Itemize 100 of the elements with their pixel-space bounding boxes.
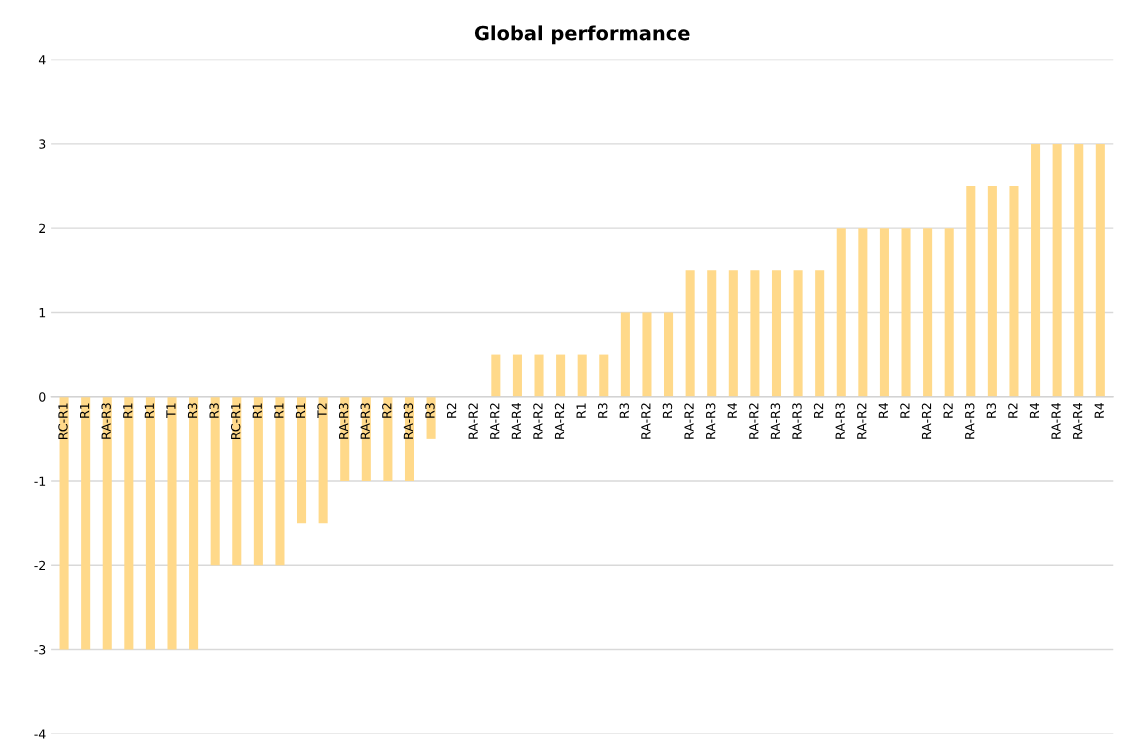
x-tick-label: R1 bbox=[576, 403, 586, 418]
bar bbox=[253, 396, 263, 566]
x-tick-label: R4 bbox=[1094, 402, 1104, 418]
x-tick-label: RA-R2 bbox=[749, 403, 759, 439]
bar bbox=[491, 354, 501, 397]
x-tick-label: R2 bbox=[1008, 403, 1018, 418]
x-tick-label: R4 bbox=[727, 402, 737, 418]
x-tick-label: R3 bbox=[986, 403, 997, 418]
x-tick-label: R2 bbox=[382, 403, 392, 418]
x-tick-label: R1 bbox=[252, 403, 262, 418]
x-tick-label: RA-R3 bbox=[705, 403, 716, 439]
x-tick-label: RA-R2 bbox=[857, 403, 867, 439]
y-tick-label: 1 bbox=[39, 308, 46, 318]
bar bbox=[815, 270, 825, 397]
x-tick-label: RA-R2 bbox=[468, 403, 478, 439]
bar bbox=[858, 228, 868, 397]
x-tick-label: R3 bbox=[209, 403, 219, 418]
x-tick-label: R4 bbox=[1029, 402, 1040, 418]
x-tick-label: R3 bbox=[597, 403, 608, 418]
bar bbox=[556, 354, 566, 397]
bar bbox=[793, 270, 803, 397]
x-tick-label: R1 bbox=[144, 403, 154, 418]
bar bbox=[750, 270, 760, 397]
x-tick-label: R2 bbox=[446, 403, 457, 418]
x-tick-label: RA-R3 bbox=[770, 403, 781, 439]
x-tick-label: RA-R2 bbox=[641, 403, 651, 439]
bar bbox=[1031, 143, 1041, 397]
bar bbox=[1052, 143, 1062, 397]
x-tick-label: R1 bbox=[123, 403, 133, 418]
bar bbox=[771, 270, 782, 397]
y-tick-label: 0 bbox=[39, 392, 46, 402]
bar bbox=[232, 396, 242, 566]
x-tick-label: RA-R3 bbox=[792, 403, 802, 439]
x-tick-label: R2 bbox=[943, 403, 953, 418]
x-tick-label: RA-R3 bbox=[835, 403, 845, 439]
x-tick-label: R1 bbox=[80, 403, 90, 418]
x-tick-label: RA-R3 bbox=[964, 403, 975, 439]
x-tick-label: R1 bbox=[295, 403, 305, 418]
x-tick-label: T2 bbox=[317, 403, 327, 418]
bar bbox=[145, 396, 155, 650]
x-tick-label: R3 bbox=[662, 403, 673, 418]
bar bbox=[1009, 186, 1019, 397]
x-tick-label: R1 bbox=[274, 403, 284, 418]
bar bbox=[81, 396, 91, 650]
y-tick-label: 3 bbox=[39, 139, 46, 149]
x-tick-label: RA-R3 bbox=[338, 403, 349, 439]
y-tick-label: 2 bbox=[39, 223, 46, 233]
x-tick-label: RA-R2 bbox=[533, 403, 543, 439]
y-tick-label: -4 bbox=[34, 729, 46, 739]
bar bbox=[685, 270, 695, 397]
bar bbox=[707, 270, 717, 397]
x-tick-label: R2 bbox=[813, 403, 824, 418]
x-tick-label: RA-R2 bbox=[490, 403, 500, 439]
bar bbox=[512, 354, 522, 397]
x-tick-label: R3 bbox=[187, 403, 198, 418]
x-tick-label: R3 bbox=[425, 403, 435, 418]
x-tick-label: RC-R1 bbox=[58, 403, 68, 439]
bar bbox=[318, 396, 328, 524]
x-tick-label: RA-R3 bbox=[101, 403, 111, 439]
x-tick-label: RA-R2 bbox=[554, 403, 565, 439]
bar bbox=[59, 396, 69, 650]
bar bbox=[1095, 143, 1105, 397]
bar bbox=[923, 228, 933, 397]
bar bbox=[944, 228, 954, 397]
x-tick-label: T1 bbox=[166, 403, 176, 418]
x-tick-label: RA-R4 bbox=[511, 402, 521, 439]
x-tick-label: RA-R4 bbox=[1073, 402, 1083, 439]
x-tick-label: RA-R2 bbox=[684, 403, 694, 439]
bar bbox=[879, 228, 889, 397]
bar bbox=[534, 354, 544, 397]
bar bbox=[620, 312, 630, 397]
x-tick-label: R2 bbox=[900, 403, 910, 418]
bar bbox=[987, 186, 997, 397]
x-tick-label: RA-R4 bbox=[1051, 402, 1061, 439]
x-tick-label: RA-R2 bbox=[921, 403, 932, 439]
bar bbox=[577, 354, 587, 397]
x-tick-label: RC-R1 bbox=[230, 403, 241, 439]
x-tick-label: RA-R3 bbox=[360, 403, 370, 439]
bar bbox=[901, 228, 911, 397]
bar bbox=[642, 312, 652, 397]
bar bbox=[836, 228, 846, 397]
y-tick-label: 4 bbox=[38, 55, 46, 65]
bar bbox=[167, 396, 177, 650]
bar bbox=[297, 396, 307, 524]
x-tick-label: R4 bbox=[878, 402, 888, 418]
y-tick-label: -2 bbox=[34, 560, 46, 571]
y-tick-label: -1 bbox=[34, 476, 46, 486]
x-tick-label: R3 bbox=[619, 403, 629, 418]
bar bbox=[599, 354, 609, 397]
bar bbox=[966, 186, 976, 397]
bar bbox=[275, 396, 285, 566]
x-tick-label: RA-R3 bbox=[403, 403, 414, 439]
bar bbox=[1074, 143, 1084, 397]
bar bbox=[102, 396, 112, 650]
chart-title: Global performance bbox=[474, 25, 690, 45]
y-tick-label: -3 bbox=[34, 645, 46, 655]
bar bbox=[210, 396, 220, 566]
bar bbox=[383, 396, 393, 481]
bar bbox=[189, 396, 199, 650]
bar bbox=[728, 270, 738, 397]
